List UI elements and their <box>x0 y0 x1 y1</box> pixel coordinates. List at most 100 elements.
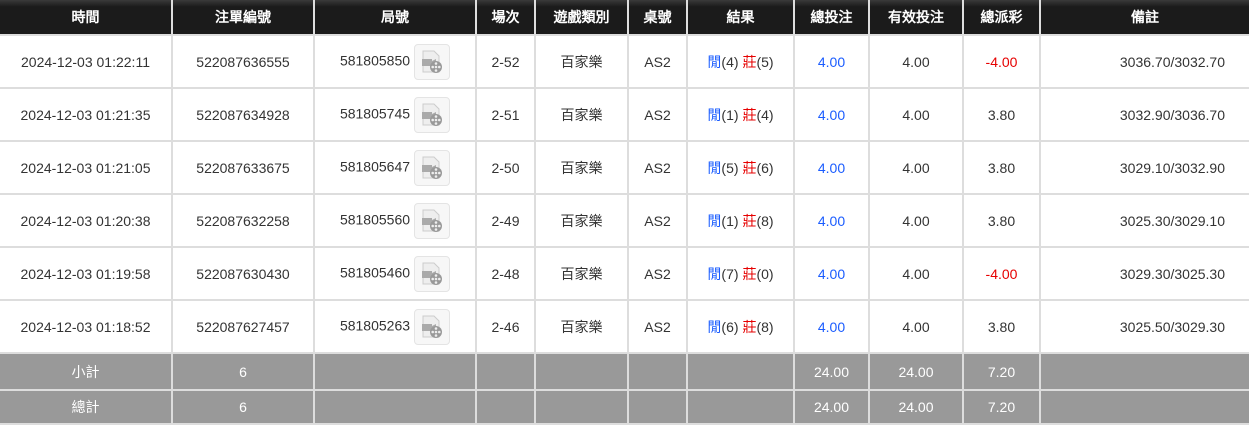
banker-label: 莊 <box>742 159 757 176</box>
total-total-bet: 24.00 <box>793 389 870 425</box>
round-cell: 581805460 <box>313 246 477 301</box>
total-valid-bet: 24.00 <box>868 389 964 425</box>
player-score: (1) <box>721 212 739 229</box>
empty-cell <box>534 389 629 425</box>
total-bet-cell: 4.00 <box>793 193 870 248</box>
header-table-no: 桌號 <box>627 0 688 36</box>
remark-cell: 3036.70/3032.70 <box>1039 34 1249 89</box>
game-type-cell: 百家樂 <box>534 299 629 354</box>
subtotal-payout: 7.20 <box>962 352 1041 391</box>
empty-cell <box>627 389 688 425</box>
table-header: 時間 注單編號 局號 場次 遊戲類別 桌號 結果 總投注 有效投注 總派彩 備註 <box>0 0 1249 36</box>
header-valid-bet: 有效投注 <box>868 0 964 36</box>
video-replay-icon[interactable] <box>414 96 451 133</box>
total-row: 總計 6 24.00 24.00 7.20 <box>0 389 1249 425</box>
empty-cell <box>686 389 795 425</box>
empty-cell <box>313 389 477 425</box>
game-type-cell: 百家樂 <box>534 193 629 248</box>
subtotal-count: 6 <box>171 352 315 391</box>
table-no-cell: AS2 <box>627 87 688 142</box>
header-result: 結果 <box>686 0 795 36</box>
round-number: 581805745 <box>339 105 411 122</box>
total-bet-cell: 4.00 <box>793 34 870 89</box>
table-no-cell: AS2 <box>627 193 688 248</box>
result-cell: 閒(5) 莊(6) <box>686 140 795 195</box>
header-total-bet: 總投注 <box>793 0 870 36</box>
video-replay-icon[interactable] <box>414 255 451 292</box>
banker-score: (8) <box>756 212 774 229</box>
table-no-cell: AS2 <box>627 299 688 354</box>
total-payout: 7.20 <box>962 389 1041 425</box>
remark-cell: 3025.30/3029.10 <box>1039 193 1249 248</box>
round-cell: 581805850 <box>313 34 477 89</box>
table-row: 2024-12-03 01:20:38 522087632258 5818055… <box>0 193 1249 248</box>
banker-score: (8) <box>756 318 774 335</box>
total-bet-cell: 4.00 <box>793 299 870 354</box>
banker-label: 莊 <box>742 212 757 229</box>
time-cell: 2024-12-03 01:21:35 <box>0 87 173 142</box>
video-replay-icon[interactable] <box>414 308 451 345</box>
banker-score: (4) <box>756 106 774 123</box>
total-bet-cell: 4.00 <box>793 246 870 301</box>
total-count: 6 <box>171 389 315 425</box>
payout-cell: 3.80 <box>962 193 1041 248</box>
shoe-cell: 2-46 <box>475 299 536 354</box>
time-cell: 2024-12-03 01:20:38 <box>0 193 173 248</box>
round-cell: 581805647 <box>313 140 477 195</box>
header-bet-id: 注單編號 <box>171 0 315 36</box>
empty-cell <box>1039 352 1249 391</box>
result-cell: 閒(1) 莊(4) <box>686 87 795 142</box>
player-label: 閒 <box>707 265 722 282</box>
result-cell: 閒(7) 莊(0) <box>686 246 795 301</box>
round-number: 581805560 <box>339 211 411 228</box>
valid-bet-cell: 4.00 <box>868 140 964 195</box>
player-score: (7) <box>721 265 739 282</box>
banker-label: 莊 <box>742 53 757 70</box>
result-cell: 閒(4) 莊(5) <box>686 34 795 89</box>
player-label: 閒 <box>707 318 722 335</box>
bet-id-cell: 522087627457 <box>171 299 315 354</box>
remark-cell: 3032.90/3036.70 <box>1039 87 1249 142</box>
empty-cell <box>313 352 477 391</box>
bet-id-cell: 522087630430 <box>171 246 315 301</box>
player-score: (5) <box>721 159 739 176</box>
player-score: (6) <box>721 318 739 335</box>
round-number: 581805647 <box>339 158 411 175</box>
remark-cell: 3029.10/3032.90 <box>1039 140 1249 195</box>
empty-cell <box>475 352 536 391</box>
banker-score: (6) <box>756 159 774 176</box>
table-row: 2024-12-03 01:21:35 522087634928 5818057… <box>0 87 1249 142</box>
table-row: 2024-12-03 01:21:05 522087633675 5818056… <box>0 140 1249 195</box>
round-cell: 581805263 <box>313 299 477 354</box>
player-label: 閒 <box>707 106 722 123</box>
subtotal-total-bet: 24.00 <box>793 352 870 391</box>
remark-cell: 3025.50/3029.30 <box>1039 299 1249 354</box>
remark-cell: 3029.30/3025.30 <box>1039 246 1249 301</box>
empty-cell <box>475 389 536 425</box>
round-number: 581805460 <box>339 264 411 281</box>
result-cell: 閒(6) 莊(8) <box>686 299 795 354</box>
banker-label: 莊 <box>742 106 757 123</box>
round-cell: 581805560 <box>313 193 477 248</box>
time-cell: 2024-12-03 01:21:05 <box>0 140 173 195</box>
payout-cell: 3.80 <box>962 140 1041 195</box>
table-no-cell: AS2 <box>627 140 688 195</box>
banker-label: 莊 <box>742 265 757 282</box>
total-bet-cell: 4.00 <box>793 87 870 142</box>
subtotal-label: 小計 <box>0 352 173 391</box>
payout-cell: 3.80 <box>962 299 1041 354</box>
header-round: 局號 <box>313 0 477 36</box>
valid-bet-cell: 4.00 <box>868 193 964 248</box>
payout-cell: 3.80 <box>962 87 1041 142</box>
time-cell: 2024-12-03 01:22:11 <box>0 34 173 89</box>
header-game-type: 遊戲類別 <box>534 0 629 36</box>
valid-bet-cell: 4.00 <box>868 87 964 142</box>
total-label: 總計 <box>0 389 173 425</box>
video-replay-icon[interactable] <box>414 202 451 239</box>
video-replay-icon[interactable] <box>414 149 451 186</box>
total-bet-cell: 4.00 <box>793 140 870 195</box>
video-replay-icon[interactable] <box>414 43 451 80</box>
player-score: (1) <box>721 106 739 123</box>
round-number: 581805850 <box>339 52 411 69</box>
